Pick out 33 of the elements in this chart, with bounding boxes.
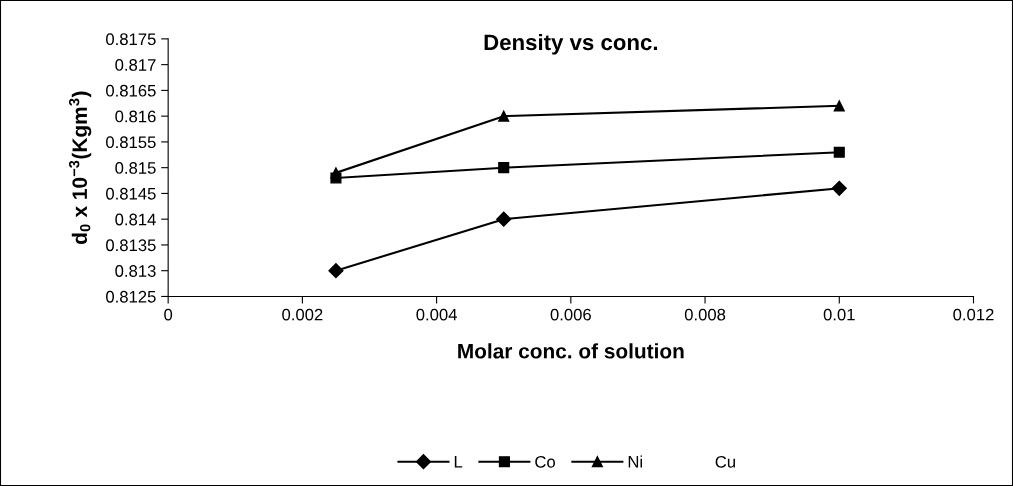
chart-title: Density vs conc. (484, 33, 657, 55)
y-tick-label: 0.814 (115, 213, 156, 226)
y-tick-label: 0.815 (115, 162, 156, 174)
legend-label: Ni (628, 455, 642, 468)
y-tick-label: 0.8165 (106, 84, 156, 97)
x-tick-label: 0.012 (953, 308, 994, 321)
point (496, 211, 512, 227)
legend-label: L (454, 456, 463, 468)
y-tick-label: 0.817 (115, 59, 156, 71)
point (498, 110, 510, 122)
x-axis-title: Molar conc. of solution (458, 343, 684, 359)
point (833, 100, 845, 112)
y-tick-label: 0.8155 (106, 136, 156, 149)
y-tick-label: 0.8145 (106, 187, 156, 200)
x-tick-label: 0 (164, 308, 173, 321)
y-axis-title: d$_{0}$ x 10$^{−3}$(Kgm$^{3}$) (68, 91, 92, 244)
y-tick-label: 0.8175 (106, 33, 156, 46)
x-tick-label: 0.01 (823, 308, 855, 321)
x-tick-label: 0.004 (416, 308, 457, 321)
point (330, 167, 342, 179)
x-tick-label: 0.006 (550, 308, 591, 321)
text: Cu (715, 455, 735, 468)
point (328, 263, 344, 279)
point (498, 162, 510, 174)
point (833, 146, 845, 158)
point (831, 180, 847, 196)
y-tick-label: 0.8135 (106, 239, 156, 252)
x-tick-label: 0.008 (684, 308, 726, 321)
legend-label: Co (535, 455, 556, 468)
x-tick-label: 0.002 (282, 308, 323, 321)
y-tick-label: 0.8125 (106, 290, 156, 303)
y-tick-label: 0.813 (115, 265, 156, 277)
y-tick-label: 0.816 (115, 110, 156, 123)
